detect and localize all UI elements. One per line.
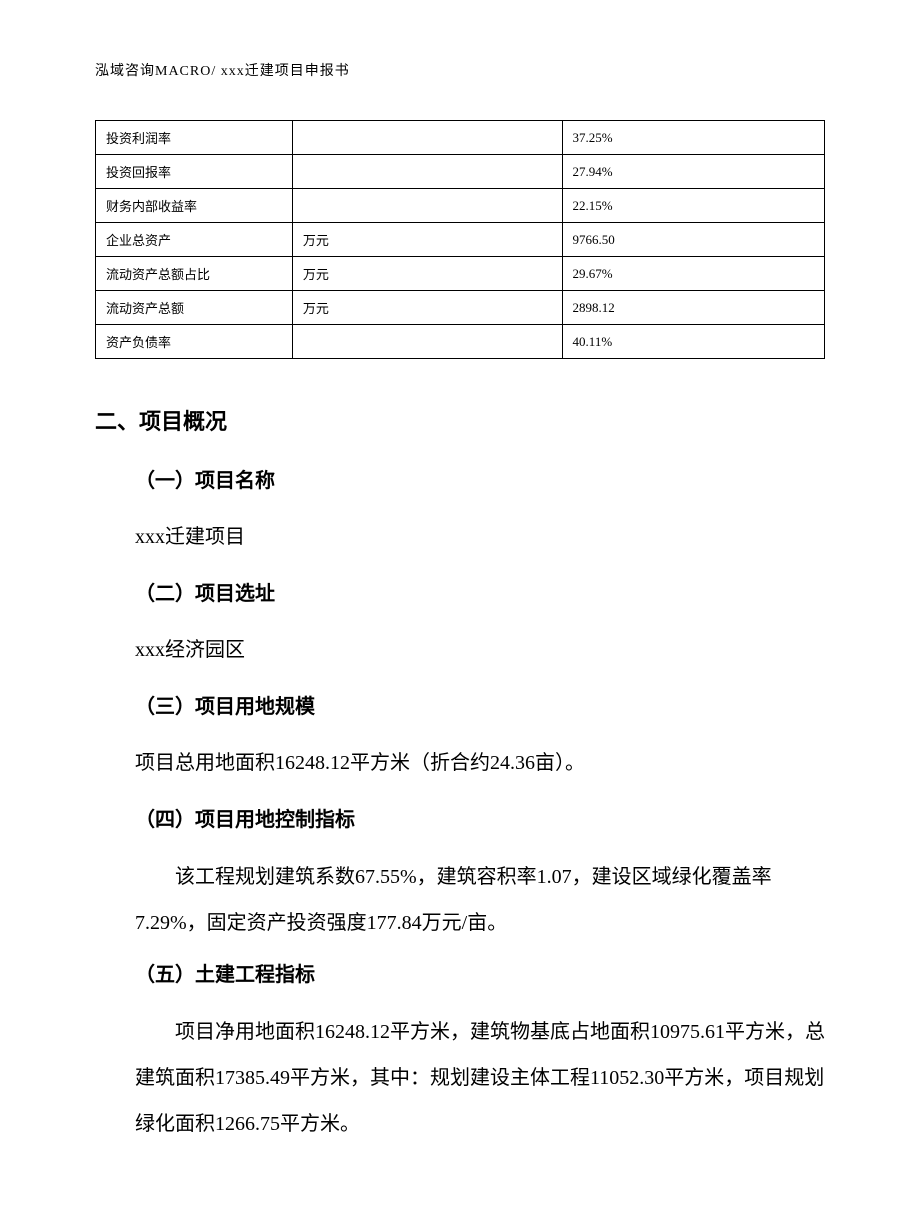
financial-indicators-table: 投资利润率 37.25% 投资回报率 27.94% 财务内部收益率 22.15%… [95,120,825,359]
subsection-title-2: （二）项目选址 [135,577,825,606]
table-cell-label: 流动资产总额 [96,291,293,325]
subsection-title-1: （一）项目名称 [135,464,825,493]
table-row: 流动资产总额占比 万元 29.67% [96,257,825,291]
subsection-title-3: （三）项目用地规模 [135,690,825,719]
subsection-container: （一）项目名称 xxx迁建项目 （二）项目选址 xxx经济园区 （三）项目用地规… [135,464,825,1147]
table-cell-value: 37.25% [562,121,824,155]
table-row: 投资利润率 37.25% [96,121,825,155]
table-cell-value: 40.11% [562,325,824,359]
table-cell-value: 9766.50 [562,223,824,257]
subsection-content-2: xxx经济园区 [135,628,825,672]
table-cell-value: 2898.12 [562,291,824,325]
section-title: 二、项目概况 [95,404,825,436]
page-header: 泓域咨询MACRO/ xxx迁建项目申报书 [95,60,825,80]
table-cell-label: 流动资产总额占比 [96,257,293,291]
table-cell-unit: 万元 [292,223,562,257]
table-row: 企业总资产 万元 9766.50 [96,223,825,257]
table-cell-unit: 万元 [292,257,562,291]
table-row: 投资回报率 27.94% [96,155,825,189]
table-cell-unit [292,325,562,359]
table-cell-label: 财务内部收益率 [96,189,293,223]
table-cell-unit [292,121,562,155]
table-cell-label: 企业总资产 [96,223,293,257]
table-row: 流动资产总额 万元 2898.12 [96,291,825,325]
table-cell-unit [292,155,562,189]
subsection-title-5: （五）土建工程指标 [135,958,825,987]
subsection-content-5: 项目净用地面积16248.12平方米，建筑物基底占地面积10975.61平方米，… [95,1009,825,1147]
subsection-content-1: xxx迁建项目 [135,515,825,559]
table-cell-value: 27.94% [562,155,824,189]
table-cell-value: 22.15% [562,189,824,223]
table-row: 资产负债率 40.11% [96,325,825,359]
subsection-content-4: 该工程规划建筑系数67.55%，建筑容积率1.07，建设区域绿化覆盖率7.29%… [95,854,825,946]
table-row: 财务内部收益率 22.15% [96,189,825,223]
subsection-content-3: 项目总用地面积16248.12平方米（折合约24.36亩）。 [135,741,825,785]
table-cell-value: 29.67% [562,257,824,291]
subsection-title-4: （四）项目用地控制指标 [135,803,825,832]
table-cell-unit: 万元 [292,291,562,325]
table-cell-label: 投资回报率 [96,155,293,189]
table-cell-label: 资产负债率 [96,325,293,359]
page-container: 泓域咨询MACRO/ xxx迁建项目申报书 投资利润率 37.25% 投资回报率… [0,0,920,1219]
table-cell-unit [292,189,562,223]
table-cell-label: 投资利润率 [96,121,293,155]
